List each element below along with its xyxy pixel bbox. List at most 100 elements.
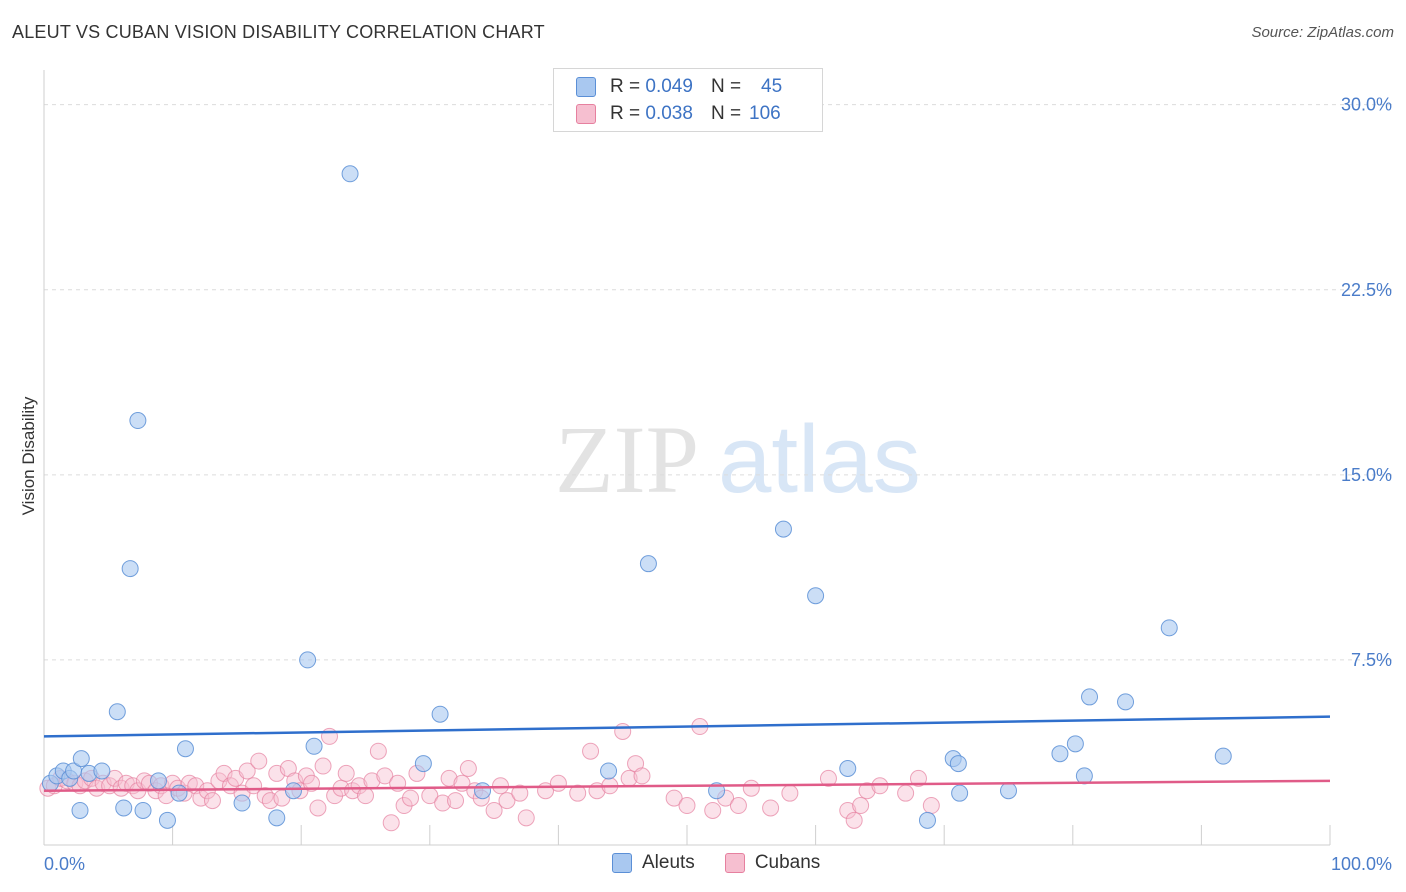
cubans-point [678,797,696,815]
legend-swatch-aleuts [576,77,596,97]
cubans-point [337,764,355,782]
legend-n-label: N = [710,103,742,124]
cubans-point [762,799,780,817]
legend-item-aleuts: Aleuts [612,852,695,874]
legend-swatch-cubans [724,853,745,873]
y-axis-label: Vision Disability [19,396,38,515]
cubans-point [633,767,651,785]
cubans-point [402,789,420,807]
cubans-point [517,809,535,827]
legend-item-cubans: Cubans [724,852,821,874]
aleuts-point [918,811,936,829]
cubans-point [909,769,927,787]
legend-r-value: 0.038 [645,103,693,124]
legend-swatch-aleuts [612,853,632,873]
aleuts-point [71,801,89,819]
legend-label-cubans: Cubans [754,852,821,873]
x-tick-label: 0.0% [44,854,85,874]
aleuts-point [414,755,432,773]
aleuts-point [807,587,825,605]
aleuts-point [299,651,317,669]
legend-r-label: R = [610,76,641,97]
aleuts-point [839,760,857,777]
watermark-atlas: atlas [718,406,921,513]
aleuts-point [1066,735,1084,753]
aleuts-point [1000,782,1017,800]
cubans-point [582,742,600,760]
cubans-point [819,769,837,787]
cubans-point [858,782,876,800]
cubans-point [549,774,567,792]
aleuts-point [121,560,139,578]
aleuts-point [233,794,251,812]
series-legend: Aleuts Cubans [612,852,850,874]
aleuts-point [774,520,792,538]
stats-legend: R = 0.049 N = 45 R = 0.038 N = 106 [553,68,823,132]
cubans-point [852,797,870,815]
y-tick-label: 15.0% [1341,465,1392,485]
cubans-point [382,814,400,832]
y-tick-label: 22.5% [1341,280,1392,300]
cubans-point [704,801,722,819]
cubans-point [302,774,320,792]
cubans-point [314,757,332,775]
cubans-points [39,718,940,832]
legend-n-label: N = [710,76,742,97]
legend-label-aleuts: Aleuts [642,852,695,873]
aleuts-point [949,755,967,773]
legend-row-aleuts: R = 0.049 N = 45 [576,75,782,99]
cubans-point [434,794,452,812]
aleuts-point [951,784,969,802]
cubans-point [729,797,747,815]
aleuts-point [134,801,152,819]
x-tick-label: 100.0% [1331,854,1392,874]
aleuts-point [93,762,111,780]
tick-labels: 7.5% 15.0% 22.5% 30.0% 0.0% 100.0% [44,95,1392,874]
aleuts-point [431,705,449,723]
cubans-point [250,752,268,770]
cubans-point [845,811,863,829]
y-tick-label: 30.0% [1341,95,1392,115]
cubans-point [922,797,940,815]
cubans-point [350,777,368,795]
cubans-point [498,792,516,810]
aleuts-point [1117,693,1135,711]
aleuts-points [41,165,1232,829]
aleuts-point [268,809,286,827]
cubans-point [871,777,889,795]
aleuts-point [284,782,302,800]
aleuts-trend-line [43,715,1331,738]
aleuts-point [108,703,126,721]
aleuts-point [1160,619,1178,637]
cubans-point [897,784,915,802]
legend-r-value: 0.049 [645,76,693,97]
cubans-trend-line [43,779,1331,792]
cubans-point [511,784,529,802]
legend-row-cubans: R = 0.038 N = 106 [576,102,781,126]
cubans-point [256,787,274,805]
aleuts-point [1214,747,1232,765]
cubans-point [309,799,327,817]
aleuts-point [1051,745,1069,763]
cubans-point [665,789,683,807]
aleuts-point [474,782,492,800]
cubans-point [203,792,221,810]
cubans-point [485,801,503,819]
y-tick-label: 7.5% [1351,650,1392,670]
axes [43,70,1331,846]
aleuts-point [639,555,657,573]
cubans-point [492,777,510,795]
trend-lines [43,715,1331,792]
chart-title: ALEUT VS CUBAN VISION DISABILITY CORRELA… [12,22,545,42]
watermark: ZIP atlas [555,406,921,513]
gridlines [44,104,1392,661]
aleuts-point [1081,688,1099,706]
aleuts-point [158,811,176,829]
legend-r-label: R = [610,103,641,124]
aleuts-point [72,750,90,768]
cubans-point [459,760,477,777]
cubans-point [447,792,465,810]
aleuts-point [170,784,188,802]
cubans-point [357,787,374,805]
legend-swatch-cubans [576,104,596,124]
